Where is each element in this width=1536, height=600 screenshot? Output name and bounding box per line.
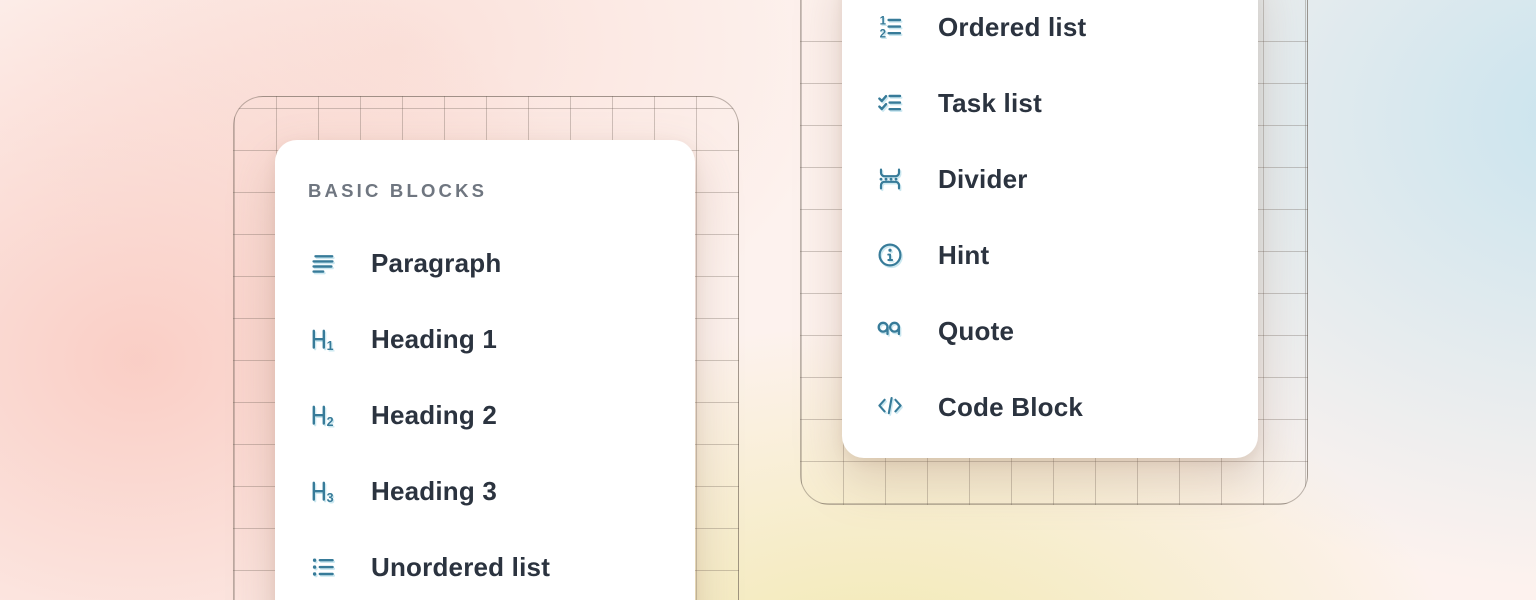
menu-item-heading-1[interactable]: 1 1 Heading 1 [275,301,695,377]
insert-blocks-menu: 1 2 1 2 Ordered list Task list Divider Hint Quot… [842,0,1258,458]
insert-blocks-item-list: 1 2 1 2 Ordered list Task list Divider Hint Quot… [842,0,1258,445]
menu-item-label: Heading 2 [371,399,498,430]
basic-blocks-item-list: Paragraph 1 1 Heading 1 2 2 Heading 2 3 3 Heading… [275,225,695,600]
basic-blocks-menu: BASIC BLOCKS Paragraph 1 1 Heading 1 2 2 Headi… [275,140,695,600]
task-list-icon [876,89,904,117]
menu-item-unordered-list[interactable]: Unordered list [275,529,695,600]
code-block-icon [876,393,904,421]
svg-text:3: 3 [327,491,334,505]
svg-text:2: 2 [327,415,334,429]
svg-text:1: 1 [880,15,887,27]
menu-item-label: Unordered list [371,551,551,582]
hint-icon [876,241,904,269]
divider-icon [876,165,904,193]
menu-item-label: Paragraph [371,247,502,278]
svg-text:1: 1 [327,339,334,353]
unordered-list-icon [309,553,337,581]
menu-item-code-block[interactable]: Code Block [842,369,1258,445]
paragraph-icon [309,249,337,277]
svg-text:2: 2 [328,417,335,429]
menu-item-label: Divider [938,163,1028,194]
svg-text:3: 3 [328,493,335,505]
menu-item-label: Hint [938,239,990,270]
menu-item-quote[interactable]: Quote [842,293,1258,369]
section-label: BASIC BLOCKS [308,180,488,201]
menu-item-label: Quote [938,315,1015,346]
svg-text:2: 2 [881,30,887,41]
menu-item-heading-2[interactable]: 2 2 Heading 2 [275,377,695,453]
menu-item-heading-3[interactable]: 3 3 Heading 3 [275,453,695,529]
menu-item-label: Code Block [938,391,1084,422]
menu-item-label: Heading 3 [371,475,498,506]
menu-item-label: Ordered list [938,11,1087,42]
menu-item-hint[interactable]: Hint [842,217,1258,293]
menu-item-label: Heading 1 [371,323,498,354]
menu-item-task-list[interactable]: Task list [842,65,1258,141]
svg-text:1: 1 [881,17,888,29]
menu-item-divider[interactable]: Divider [842,141,1258,217]
svg-text:2: 2 [880,28,886,40]
menu-item-label: Task list [938,87,1042,118]
svg-text:1: 1 [328,341,335,353]
menu-item-paragraph[interactable]: Paragraph [275,225,695,301]
menu-item-ordered-list[interactable]: 1 2 1 2 Ordered list [842,0,1258,65]
quote-icon [876,317,904,345]
